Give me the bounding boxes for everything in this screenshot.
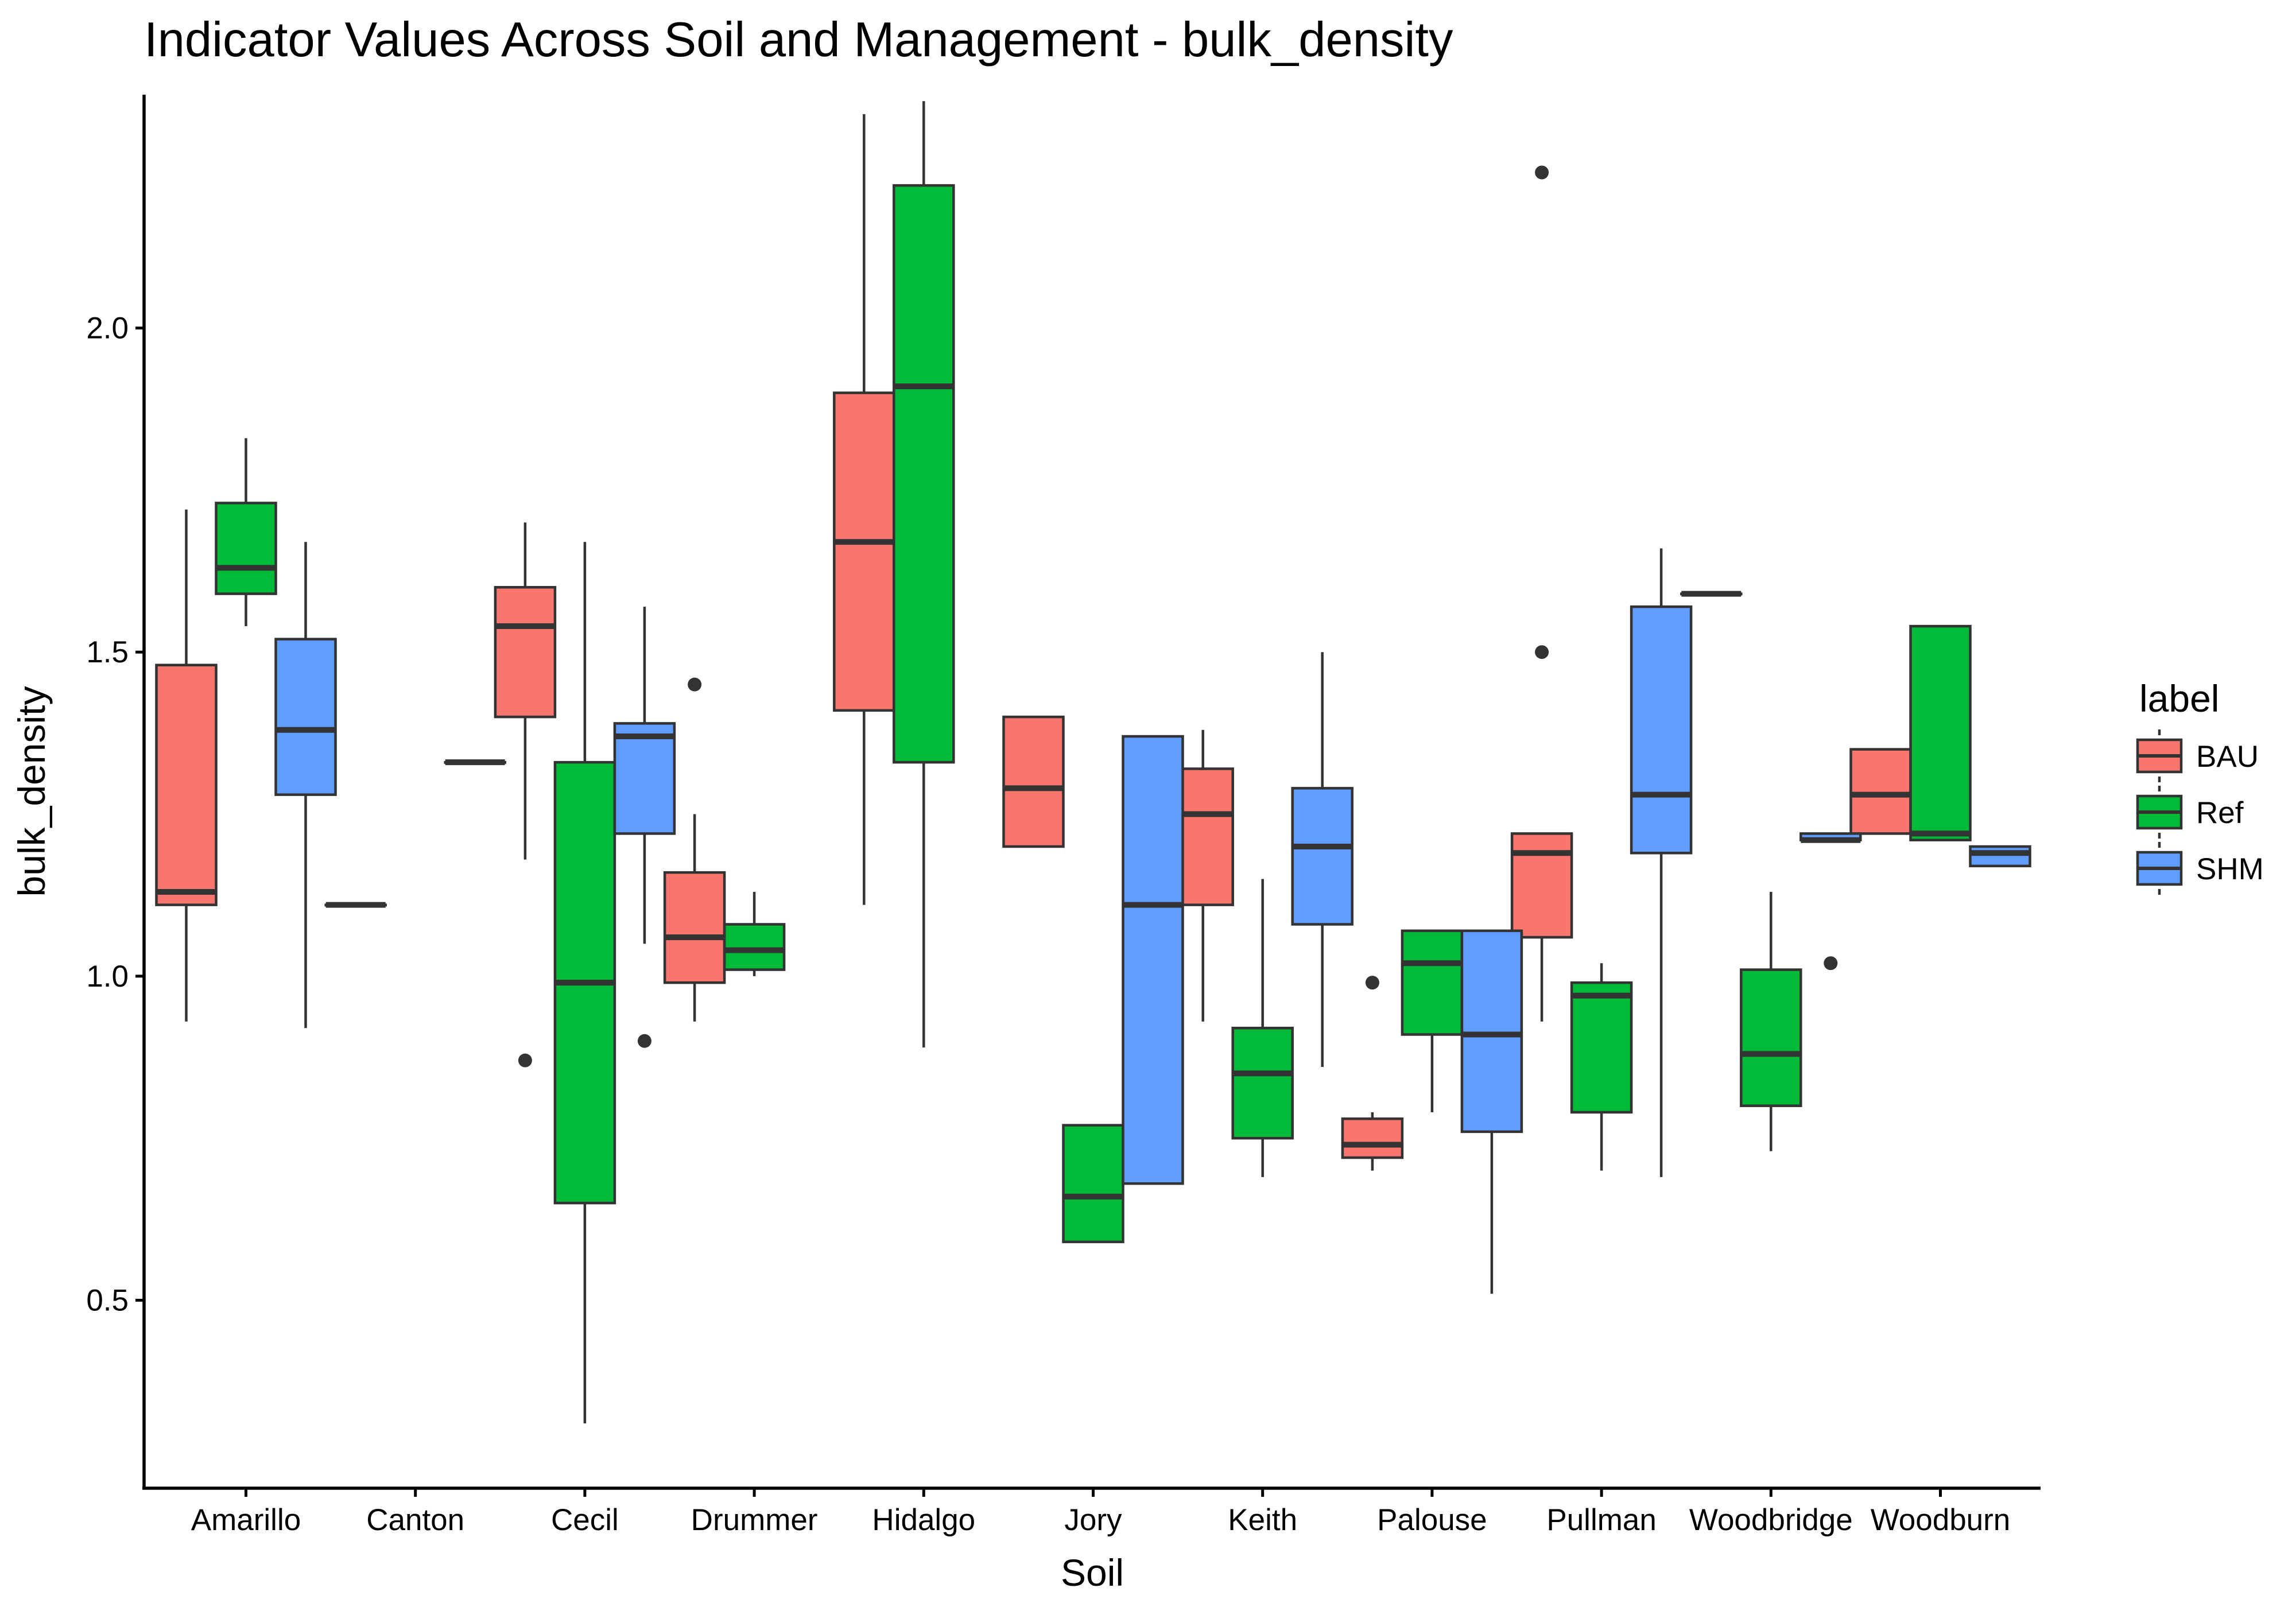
- box-body: [1740, 968, 1802, 1107]
- x-tick-label-keith: Keith: [1228, 1503, 1297, 1537]
- outlier-point: [518, 1053, 532, 1068]
- y-axis-title: bulk_density: [10, 686, 53, 897]
- legend-label-shm: SHM: [2196, 852, 2264, 886]
- x-tick-label-woodburn: Woodburn: [1871, 1503, 2011, 1537]
- box-body: [723, 923, 786, 971]
- x-tick-label-jory: Jory: [1064, 1503, 1122, 1537]
- legend-title: label: [2139, 677, 2219, 720]
- box-body: [1341, 1117, 1404, 1159]
- box-shm-keith: [1291, 652, 1353, 1067]
- box-ref-keith: [1231, 879, 1294, 1177]
- box-body: [613, 722, 676, 835]
- outlier-point: [637, 1034, 651, 1048]
- box-body: [1849, 748, 1912, 835]
- box-body: [833, 391, 895, 712]
- box-bau-pullman: [1510, 165, 1573, 1022]
- box-body: [1231, 1026, 1294, 1140]
- box-body: [274, 638, 337, 796]
- outlier-point: [1824, 956, 1838, 971]
- box-ref-pullman: [1570, 963, 1633, 1171]
- box-bau-woodbridge: [1680, 591, 1743, 597]
- x-axis-title: Soil: [1061, 1551, 1124, 1594]
- box-bau-jory: [1002, 715, 1065, 848]
- legend-label-bau: BAU: [2196, 740, 2259, 774]
- x-tick-label-amarillo: Amarillo: [191, 1503, 301, 1537]
- box-body: [1969, 845, 2031, 868]
- y-tick-label: 2.0: [86, 312, 129, 346]
- box-shm-pullman: [1630, 548, 1693, 1177]
- box-body: [663, 871, 726, 984]
- box-body: [494, 586, 557, 719]
- box-bau-woodburn: [1849, 748, 1912, 835]
- box-body: [1291, 787, 1353, 926]
- box-body: [1062, 1124, 1124, 1244]
- box-shm-woodbridge: [1799, 832, 1862, 971]
- outlier-point: [1535, 645, 1549, 659]
- box-ref-woodburn: [1909, 624, 1972, 841]
- box-shm-woodburn: [1969, 845, 2031, 868]
- box-shm-canton: [444, 759, 506, 766]
- box-shm-palouse: [1460, 929, 1523, 1294]
- box-ref-jory: [1062, 1124, 1124, 1244]
- box-ref-cecil: [553, 542, 616, 1424]
- box-body: [1630, 605, 1693, 855]
- box-body: [155, 663, 218, 906]
- box-shm-jory: [1122, 735, 1184, 1185]
- box-ref-palouse: [1401, 929, 1464, 1113]
- legend-label-ref: Ref: [2196, 796, 2244, 830]
- x-tick-label-cecil: Cecil: [551, 1503, 619, 1537]
- box-bau-canton: [324, 902, 387, 908]
- outlier-point: [1535, 165, 1549, 180]
- series-ref: [215, 101, 1972, 1424]
- legend-key-ref: Ref: [2136, 786, 2244, 839]
- box-ref-woodbridge: [1740, 892, 1802, 1151]
- outlier-point: [1365, 976, 1379, 990]
- series-shm: [274, 542, 2031, 1294]
- box-bau-amarillo: [155, 509, 218, 1022]
- outlier-point: [688, 677, 702, 692]
- box-ref-amarillo: [215, 438, 277, 627]
- plot-area: [155, 101, 2031, 1424]
- box-bau-palouse: [1341, 976, 1404, 1171]
- y-tick-label: 1.5: [86, 635, 129, 669]
- series-bau: [155, 114, 1912, 1171]
- x-tick-label-woodbridge: Woodbridge: [1689, 1503, 1853, 1537]
- box-body: [1510, 832, 1573, 939]
- x-tick-label-hidalgo: Hidalgo: [872, 1503, 975, 1537]
- x-tick-label-palouse: Palouse: [1377, 1503, 1487, 1537]
- box-ref-hidalgo: [893, 101, 955, 1048]
- box-bau-hidalgo: [833, 114, 895, 905]
- box-body: [1401, 929, 1464, 1036]
- chart-title: Indicator Values Across Soil and Managem…: [144, 13, 1453, 67]
- y-tick-label: 0.5: [86, 1284, 129, 1318]
- legend-key-bau: BAU: [2136, 729, 2259, 782]
- legend: label BAU Ref SHM: [2136, 677, 2264, 895]
- legend-key-shm: SHM: [2136, 842, 2264, 895]
- box-body: [215, 502, 277, 595]
- box-bau-cecil: [494, 522, 557, 1068]
- box-body: [1909, 624, 1972, 841]
- box-shm-amarillo: [274, 542, 337, 1028]
- box-body: [1002, 715, 1065, 848]
- box-ref-drummer: [723, 892, 786, 976]
- x-tick-label-drummer: Drummer: [691, 1503, 818, 1537]
- y-axis-ticks: 0.5 1.0 1.5 2.0: [86, 312, 144, 1318]
- box-shm-cecil: [613, 607, 676, 1048]
- box-body: [893, 184, 955, 764]
- box-body: [1460, 929, 1523, 1134]
- x-tick-label-pullman: Pullman: [1546, 1503, 1656, 1537]
- y-tick-label: 1.0: [86, 960, 129, 993]
- box-body: [1570, 981, 1633, 1114]
- x-axis-ticks: Amarillo Canton Cecil Drummer Hidalgo Jory Kei…: [191, 1488, 2011, 1537]
- box-body: [1122, 735, 1184, 1185]
- x-tick-label-canton: Canton: [366, 1503, 464, 1537]
